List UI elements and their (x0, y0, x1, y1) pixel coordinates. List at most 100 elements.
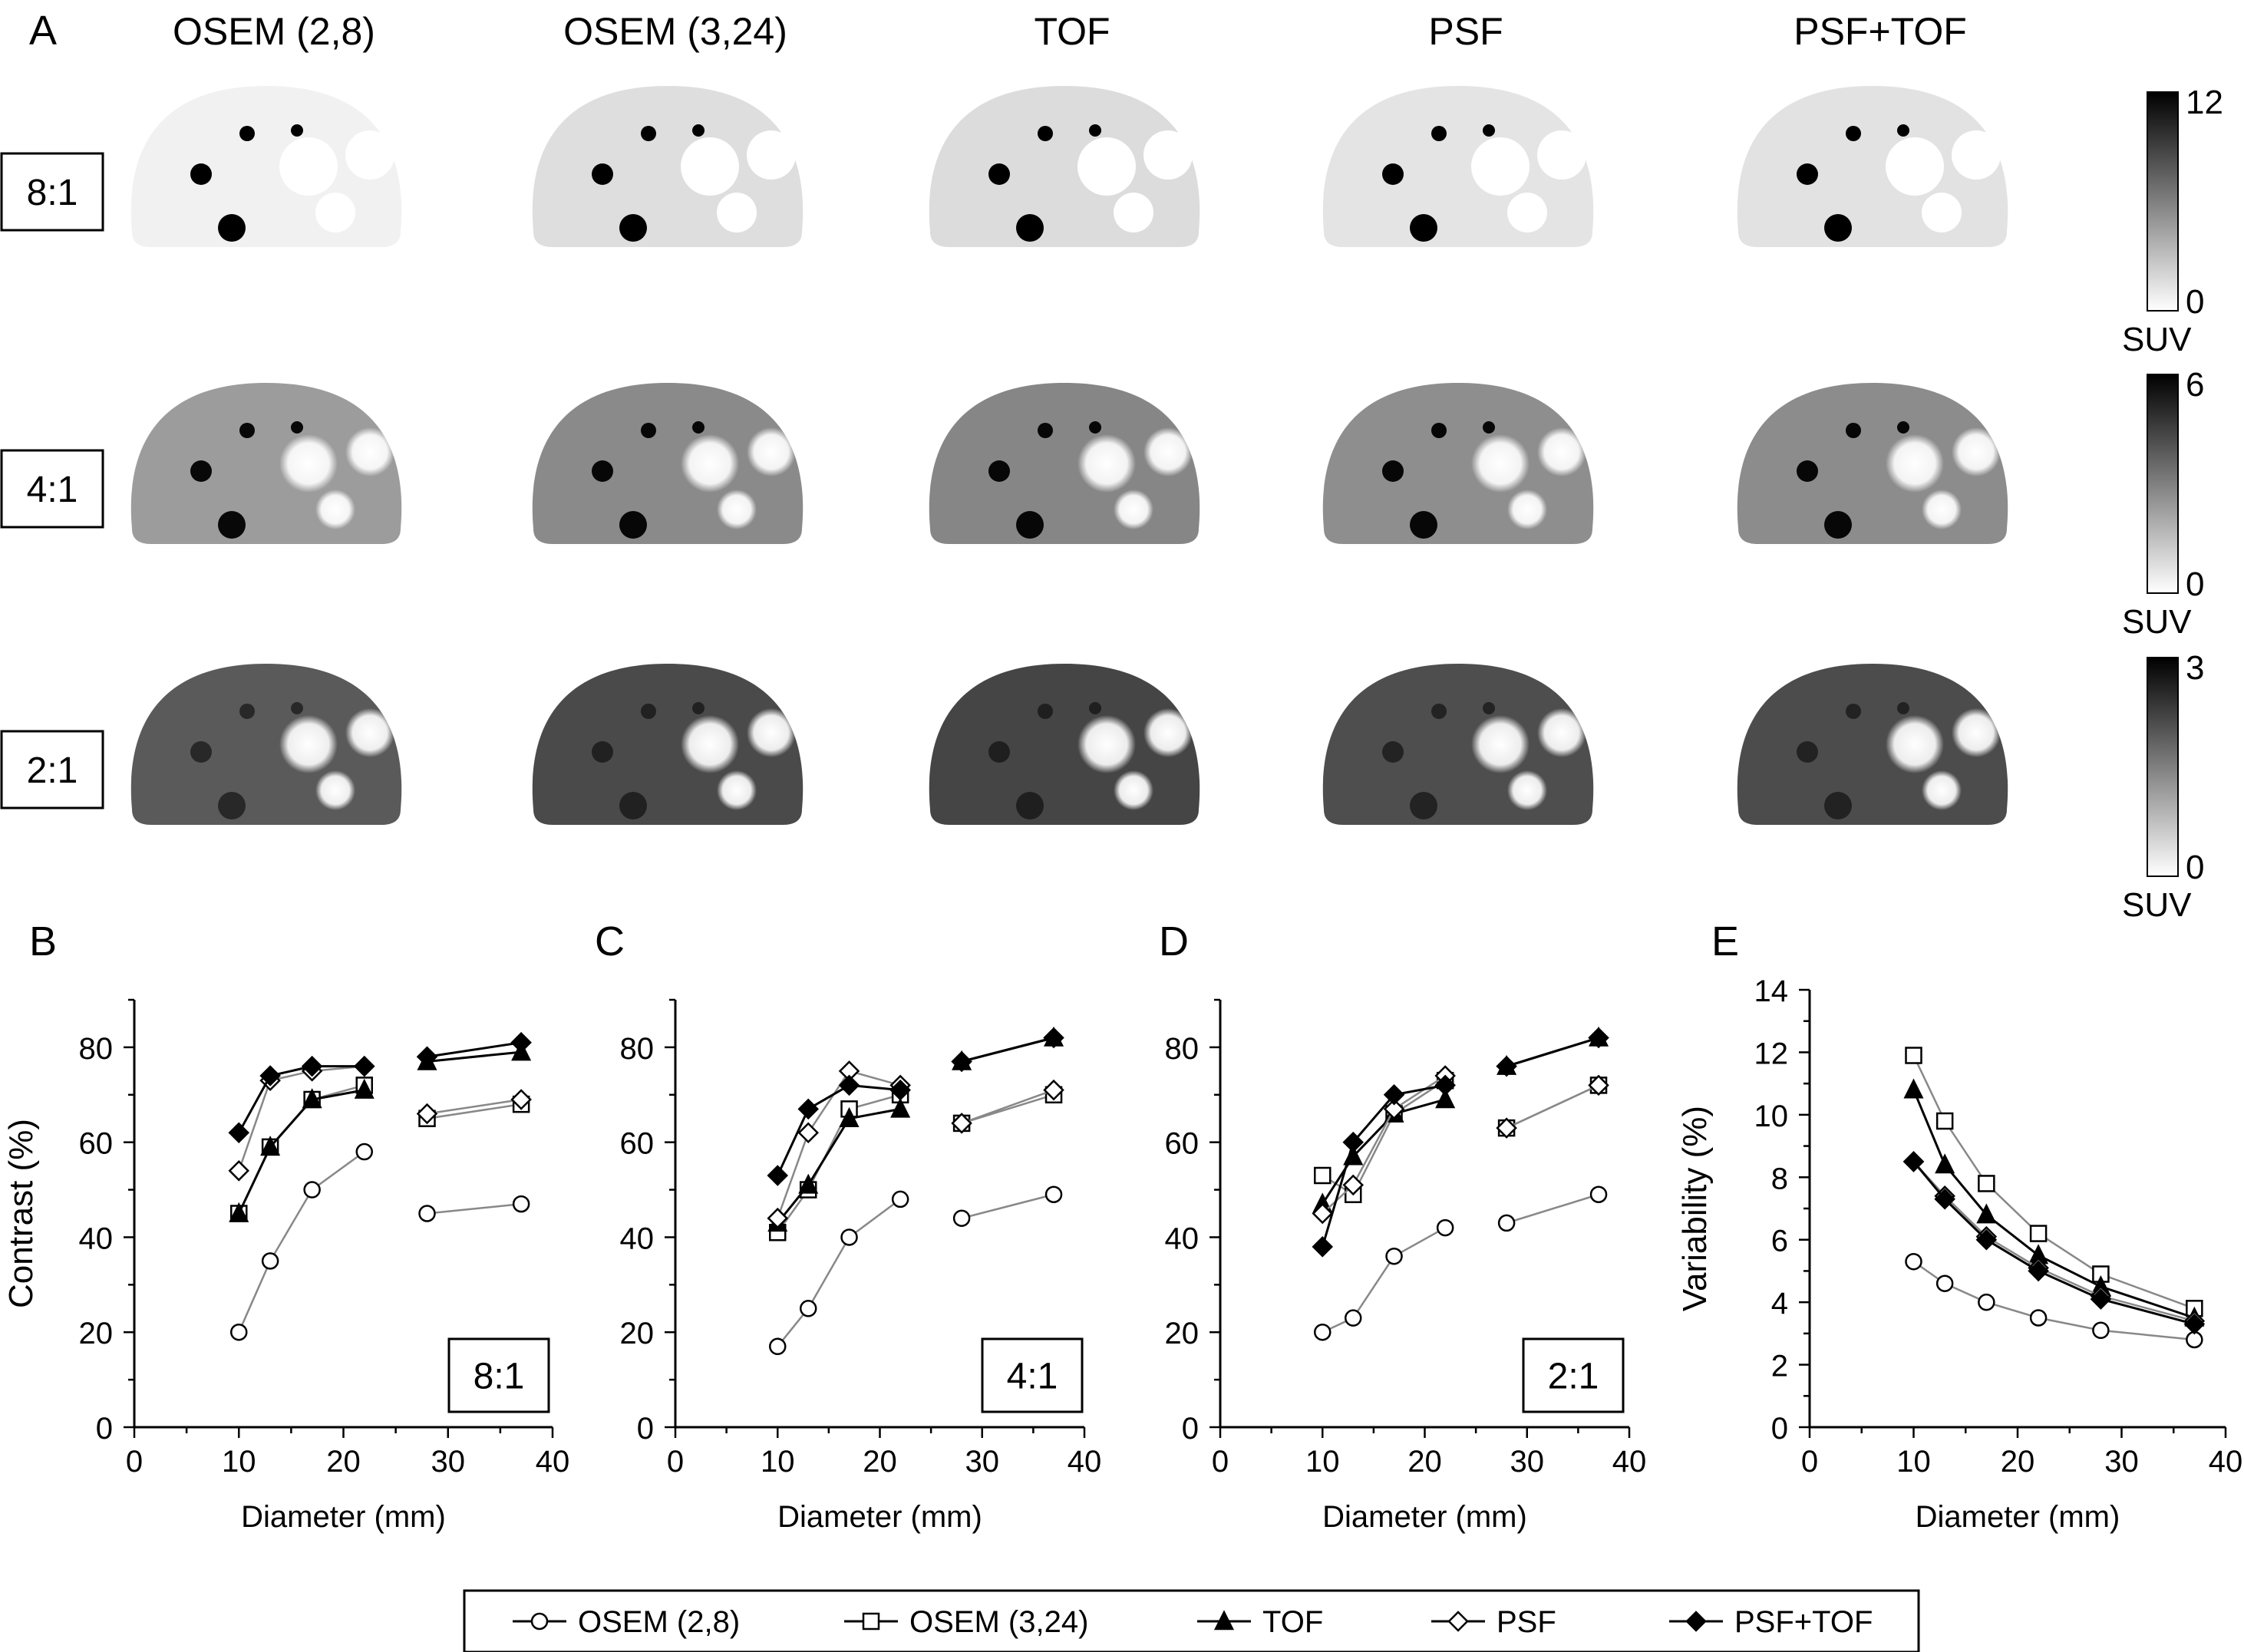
phantom-2-1-psf-tof (1737, 664, 2008, 825)
series-psf-tof (228, 1031, 532, 1144)
lesion (592, 741, 613, 763)
sphere (315, 193, 355, 232)
series-line (238, 1151, 365, 1333)
colorbar-min: 0 (2186, 283, 2204, 321)
row-label-8-1: 8:1 (0, 152, 104, 232)
data-point (1903, 1078, 1924, 1099)
sphere (747, 708, 796, 757)
lesion (592, 460, 613, 482)
sphere (1537, 130, 1586, 180)
x-tick-label: 30 (2104, 1445, 2139, 1479)
series-line (777, 1107, 901, 1224)
sphere (1143, 130, 1193, 180)
lesion (1846, 126, 1861, 141)
data-point (1342, 1131, 1364, 1153)
phantom-2-1-psf (1322, 664, 1594, 825)
data-point (838, 1074, 860, 1096)
panel-a-letter: A (29, 8, 57, 54)
data-point (2090, 1288, 2112, 1310)
y-axis-label: Contrast (%) (2, 1119, 40, 1308)
series-line (1322, 1080, 1446, 1196)
lesion (692, 421, 705, 434)
sphere (1922, 193, 1962, 232)
lesion (619, 792, 647, 819)
y-tick-label: 60 (1165, 1127, 1200, 1161)
sphere (1143, 427, 1193, 476)
data-point (260, 1136, 281, 1156)
data-point (2029, 1309, 2048, 1327)
series-line (961, 1089, 1054, 1125)
lesion (692, 702, 705, 714)
series-osem-2-8 (769, 1185, 1063, 1356)
colorbar-min: 0 (2186, 849, 2204, 886)
sphere (315, 770, 355, 810)
data-point (1935, 1274, 1954, 1292)
lesion (291, 124, 303, 137)
x-tick-label: 0 (1801, 1445, 1818, 1479)
series-line (427, 1050, 522, 1063)
lesion (1483, 421, 1495, 434)
data-point (890, 1097, 911, 1118)
lesion (988, 741, 1010, 763)
x-tick-label: 30 (431, 1445, 466, 1479)
legend-label: PSF (1497, 1605, 1556, 1639)
series-line (776, 1083, 901, 1176)
x-tick-label: 10 (1305, 1445, 1340, 1479)
phantom-8-1-tof (929, 86, 1200, 247)
data-point (1902, 1151, 1925, 1172)
data-point (1588, 1074, 1609, 1096)
column-header-osem-2-8: OSEM (2,8) (173, 10, 375, 53)
data-point (1934, 1189, 1955, 1210)
x-axis-label: Diameter (mm) (1322, 1500, 1527, 1534)
sphere (345, 708, 394, 757)
data-point (889, 1079, 911, 1101)
sphere (1886, 434, 1944, 493)
series-line (237, 1065, 365, 1134)
legend-label: PSF+TOF (1734, 1605, 1873, 1639)
x-tick-label: 30 (965, 1445, 1000, 1479)
data-point (228, 1160, 250, 1182)
data-point (510, 1031, 532, 1054)
lesion (988, 460, 1010, 482)
series-line (427, 1041, 522, 1058)
lesion (1089, 702, 1101, 714)
phantom-2-1-tof (929, 664, 1200, 825)
row-label-text: 4:1 (27, 470, 78, 510)
lesion (1824, 511, 1852, 539)
sphere (717, 490, 757, 529)
sphere (1537, 708, 1586, 757)
y-tick-label: 20 (79, 1317, 114, 1350)
row-label-text: 2:1 (27, 750, 78, 791)
data-point (1975, 1228, 1998, 1251)
chart-c: C 0 20 40 60 80 0 10 20 30 40 Diameter (mm) 4:1 (595, 918, 1101, 1534)
colorbar-unit: SUV (2122, 603, 2192, 641)
lesion (1038, 704, 1053, 719)
lesion (1089, 421, 1101, 434)
lesion (641, 423, 656, 438)
sphere (1537, 427, 1586, 476)
sphere (1143, 708, 1193, 757)
series-psf-tof (1312, 1027, 1609, 1258)
lesion (1824, 792, 1852, 819)
sphere (1471, 137, 1530, 196)
phantom-4-1-osem-3-24 (532, 383, 804, 544)
data-point (1434, 1074, 1456, 1096)
series-line (1506, 1084, 1599, 1129)
colorbar-max: 3 (2186, 649, 2204, 687)
x-tick-label: 20 (1407, 1445, 1442, 1479)
data-point (1314, 1166, 1332, 1185)
lesion (1897, 702, 1909, 714)
row-label-4-1: 4:1 (0, 449, 104, 529)
lesion (1038, 423, 1053, 438)
y-tick-label: 6 (1771, 1225, 1788, 1258)
data-point (769, 1337, 787, 1356)
sphere (1077, 137, 1136, 196)
panel-letter: E (1711, 918, 1739, 964)
lesion (641, 126, 656, 141)
ratio-label: 4:1 (1007, 1357, 1058, 1397)
data-point (354, 1078, 375, 1099)
series-line (427, 1103, 522, 1119)
y-tick-label: 12 (1754, 1037, 1789, 1070)
